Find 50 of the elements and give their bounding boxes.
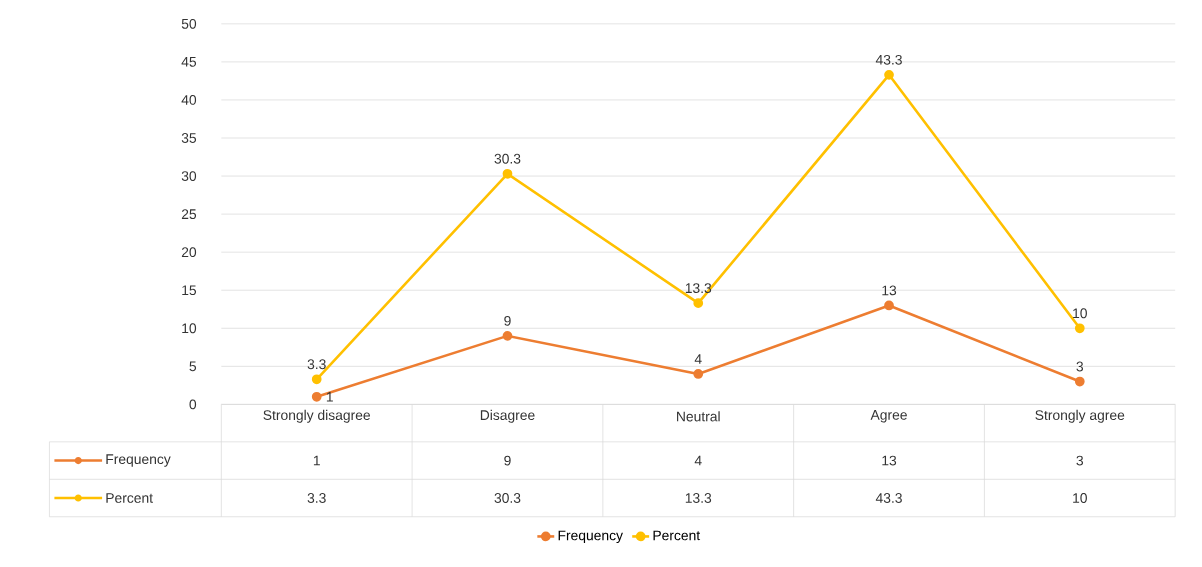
text: 9 (504, 315, 511, 326)
y-tick-label: 40 (181, 94, 197, 105)
legend-label: Frequency (558, 530, 623, 543)
data-label: 13 (882, 455, 897, 466)
x-tick-label: Strongly agree (1035, 409, 1125, 423)
point (502, 168, 513, 179)
y-tick-label: 30 (181, 170, 197, 181)
text: 1 (326, 391, 333, 402)
y-tick-label: 20 (181, 247, 197, 257)
y-tick-label: 15 (182, 285, 197, 295)
data-label: 43.3 (875, 492, 902, 503)
text: Frequency (106, 454, 171, 467)
x-tick-label: Neutral (677, 411, 720, 422)
data-label: 13.3 (685, 492, 712, 503)
x-tick-label: Disagree (480, 409, 535, 423)
text: 10 (1073, 308, 1087, 318)
point (884, 69, 894, 80)
point (1074, 323, 1085, 333)
data-label: 9 (504, 455, 511, 466)
x-tick-label: Strongly disagree (263, 409, 370, 423)
point (502, 330, 513, 341)
data-label: 1 (313, 455, 320, 466)
y-tick-label: 25 (181, 209, 197, 219)
point (1074, 376, 1085, 387)
data-label: 3.3 (307, 492, 326, 503)
text: 3.3 (307, 359, 326, 369)
text: 30.3 (494, 153, 521, 164)
data-label: 4 (694, 455, 702, 466)
text: 13.3 (685, 283, 712, 293)
data-label: 10 (1073, 492, 1087, 503)
y-tick-label: 45 (181, 56, 197, 67)
text: Percent (106, 493, 153, 503)
text: 43.3 (875, 54, 902, 65)
text: 3 (1076, 361, 1084, 372)
data-label: 3 (1076, 455, 1084, 466)
point (884, 300, 894, 311)
y-tick-label: 35 (181, 132, 197, 143)
text: 13 (882, 285, 897, 296)
y-tick-label: 0 (189, 399, 197, 410)
point (311, 374, 322, 384)
legend-label: Percent (653, 530, 701, 541)
y-tick-label: 10 (182, 323, 197, 334)
y-tick-label: 5 (189, 361, 197, 372)
data-label: 30.3 (494, 492, 521, 503)
x-tick-label: Agree (870, 409, 907, 423)
point (693, 298, 704, 308)
point (311, 391, 322, 402)
point (693, 368, 704, 379)
y-tick-label: 50 (181, 18, 197, 29)
text: 4 (694, 354, 702, 364)
